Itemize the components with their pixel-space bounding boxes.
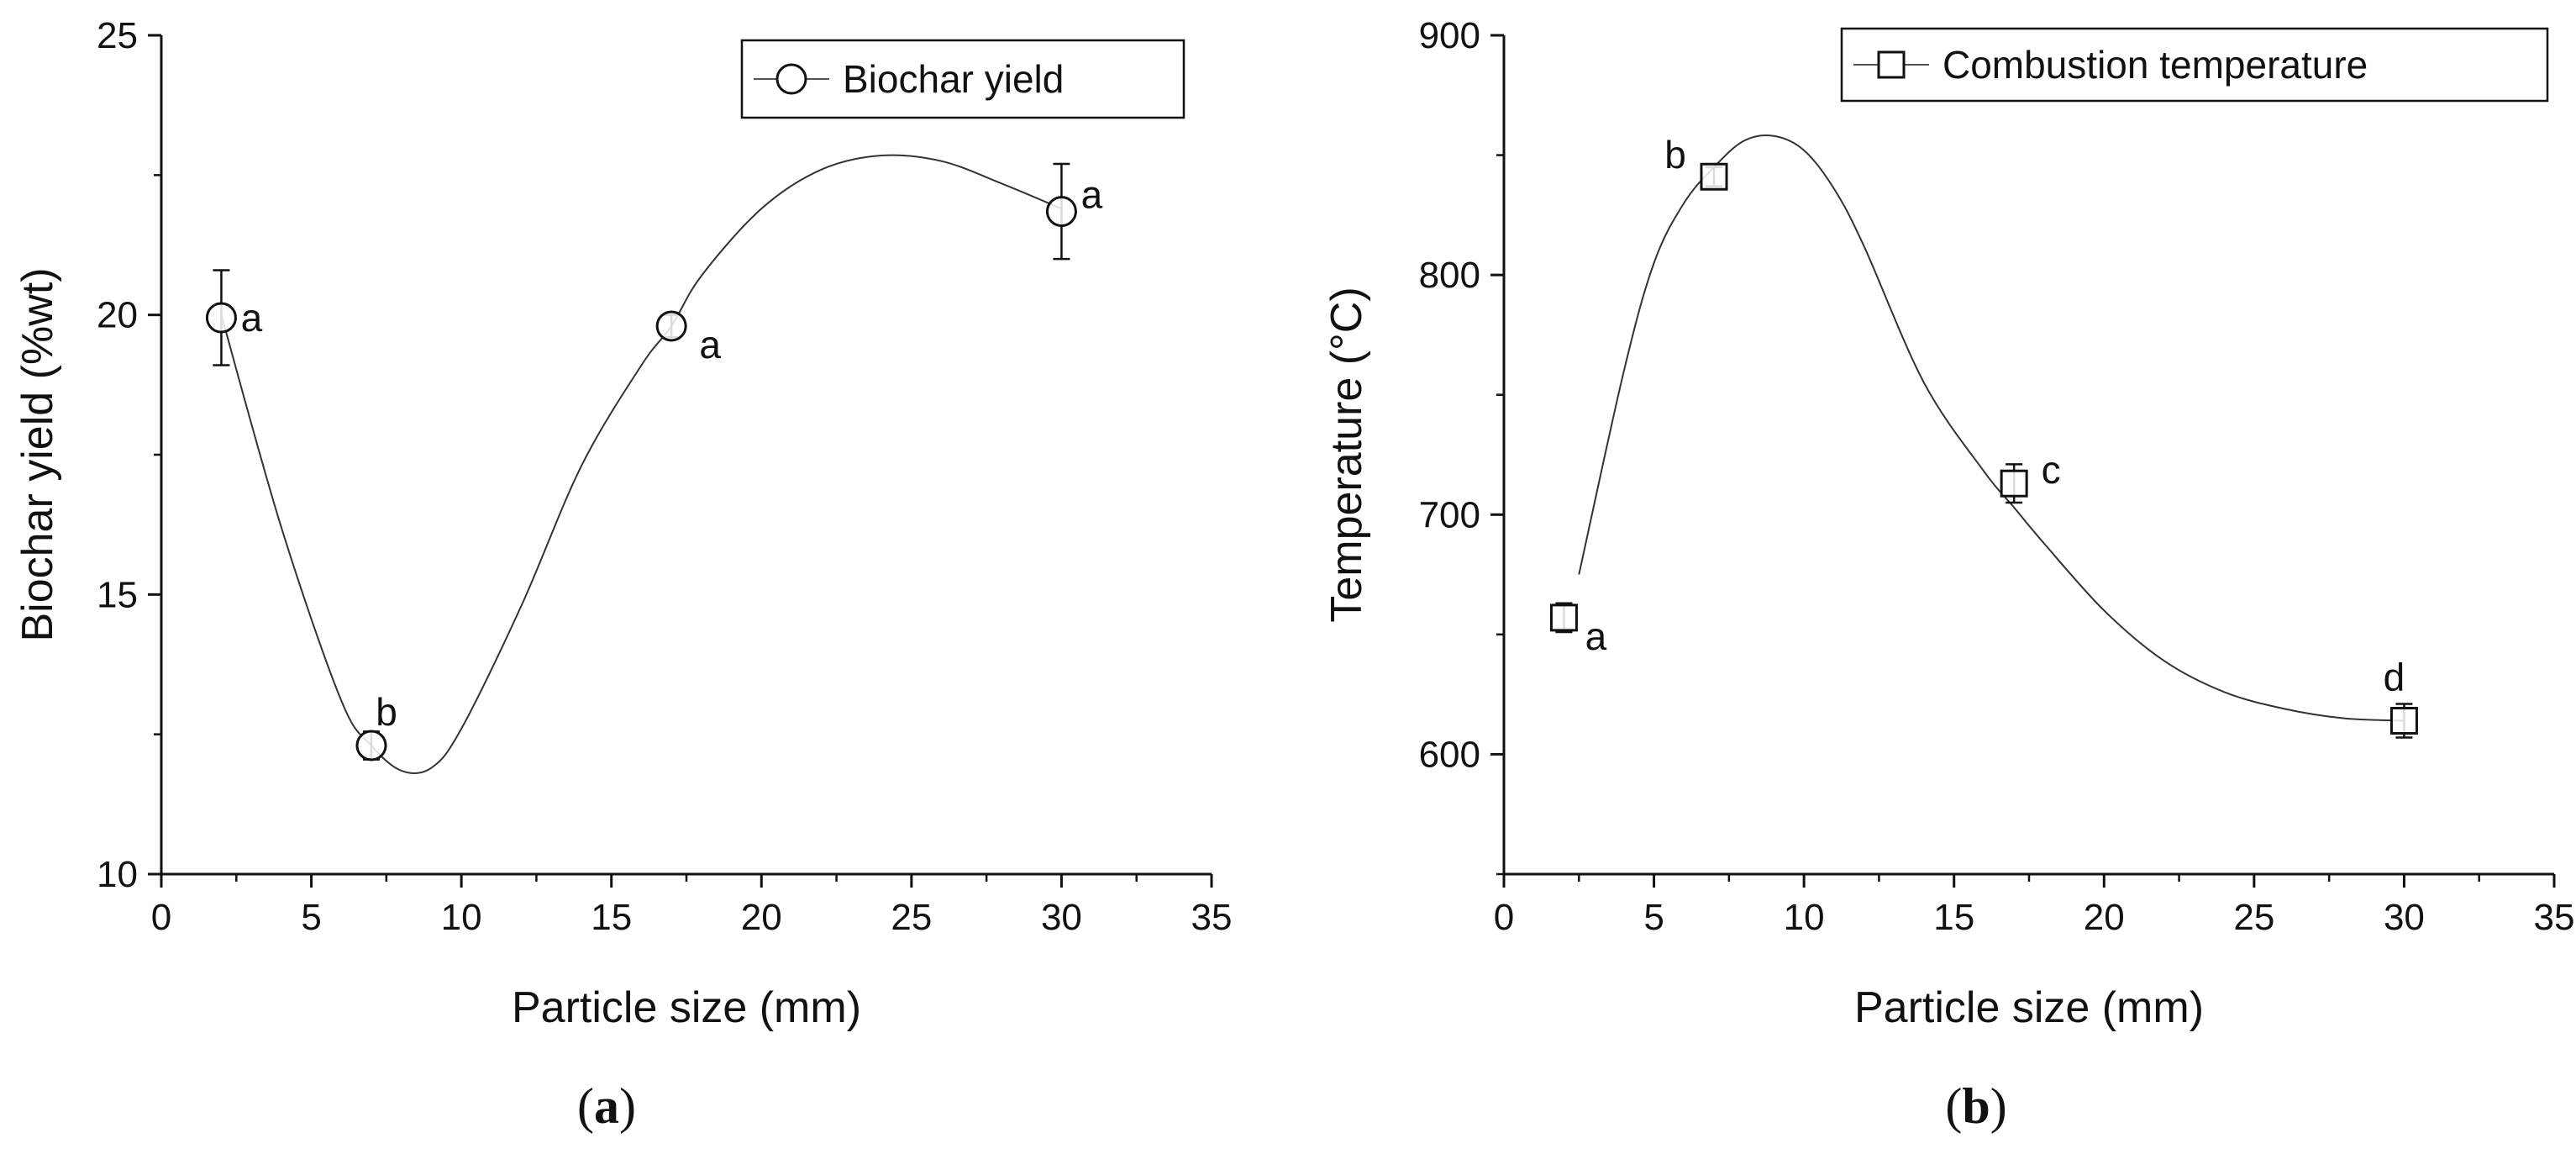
significance-letter: b xyxy=(1664,133,1686,177)
panel-label-open: ( xyxy=(577,1078,594,1134)
x-axis-title: Particle size (mm) xyxy=(1854,983,2204,1032)
data-point xyxy=(205,302,237,334)
data-point xyxy=(1700,162,1728,191)
data-point xyxy=(1045,196,1077,228)
x-tick-label: 5 xyxy=(301,897,321,938)
x-tick-label: 5 xyxy=(1643,897,1664,938)
x-tick-label: 0 xyxy=(1494,897,1514,938)
y-tick-label: 20 xyxy=(97,295,138,336)
data-point xyxy=(355,730,387,761)
legend-marker xyxy=(1877,50,1906,79)
x-axis-title: Particle size (mm) xyxy=(512,983,861,1032)
fit-curve xyxy=(1578,134,2405,722)
y-axis-title: Temperature (°C) xyxy=(1322,287,1371,622)
legend-marker xyxy=(775,63,807,95)
y-tick-label: 25 xyxy=(97,15,138,56)
significance-letter: b xyxy=(376,690,397,734)
panel-label-letter: a xyxy=(594,1078,619,1134)
panel-label-open: ( xyxy=(1945,1078,1962,1134)
x-tick-label: 15 xyxy=(591,897,632,938)
panel-label-close: ) xyxy=(619,1078,636,1134)
x-tick-label: 25 xyxy=(891,897,932,938)
x-tick-label: 10 xyxy=(441,897,482,938)
y-tick-label: 900 xyxy=(1419,15,1480,56)
fit-curve xyxy=(220,154,1062,775)
panel-label: (a) xyxy=(577,1078,636,1134)
data-point xyxy=(2000,469,2028,498)
legend-label: Biochar yield xyxy=(843,57,1064,101)
x-tick-label: 20 xyxy=(741,897,782,938)
panel-label-close: ) xyxy=(1990,1078,2007,1134)
legend-box xyxy=(1840,27,2549,103)
y-tick-label: 700 xyxy=(1419,494,1480,535)
data-point xyxy=(1549,603,1578,632)
data-point xyxy=(2389,707,2418,735)
x-tick-label: 0 xyxy=(151,897,171,938)
significance-letter: a xyxy=(1585,614,1607,658)
significance-letter: c xyxy=(2042,448,2061,492)
x-tick-label: 30 xyxy=(1041,897,1082,938)
chart-a: 0 5 10 15 20 25 30 35 10 15 20 25 Particle size (mm)… xyxy=(13,15,1232,1134)
y-tick-label: 15 xyxy=(97,574,138,615)
x-tick-label: 25 xyxy=(2233,897,2274,938)
x-tick-label: 30 xyxy=(2384,897,2425,938)
y-tick-label: 800 xyxy=(1419,255,1480,296)
significance-letter: a xyxy=(699,323,721,366)
panel-label-letter: b xyxy=(1962,1078,1990,1134)
significance-letter: a xyxy=(1081,173,1103,217)
x-tick-label: 35 xyxy=(1191,897,1233,938)
significance-letter: d xyxy=(2384,656,2405,699)
x-tick-label: 35 xyxy=(2534,897,2575,938)
x-tick-label: 15 xyxy=(1933,897,1974,938)
y-axis-title: Biochar yield (%wt) xyxy=(13,267,62,641)
data-point xyxy=(655,310,687,342)
panel-label: (b) xyxy=(1945,1078,2006,1134)
y-tick-label: 600 xyxy=(1419,734,1480,775)
x-tick-label: 10 xyxy=(1784,897,1825,938)
legend-label: Combustion temperature xyxy=(1943,43,2368,87)
x-tick-label: 20 xyxy=(2084,897,2125,938)
chart-b: 0 5 10 15 20 25 30 35 600 700 800 900 Particle size … xyxy=(1322,15,2574,1134)
significance-letter: a xyxy=(241,296,263,340)
y-tick-label: 10 xyxy=(97,854,138,895)
